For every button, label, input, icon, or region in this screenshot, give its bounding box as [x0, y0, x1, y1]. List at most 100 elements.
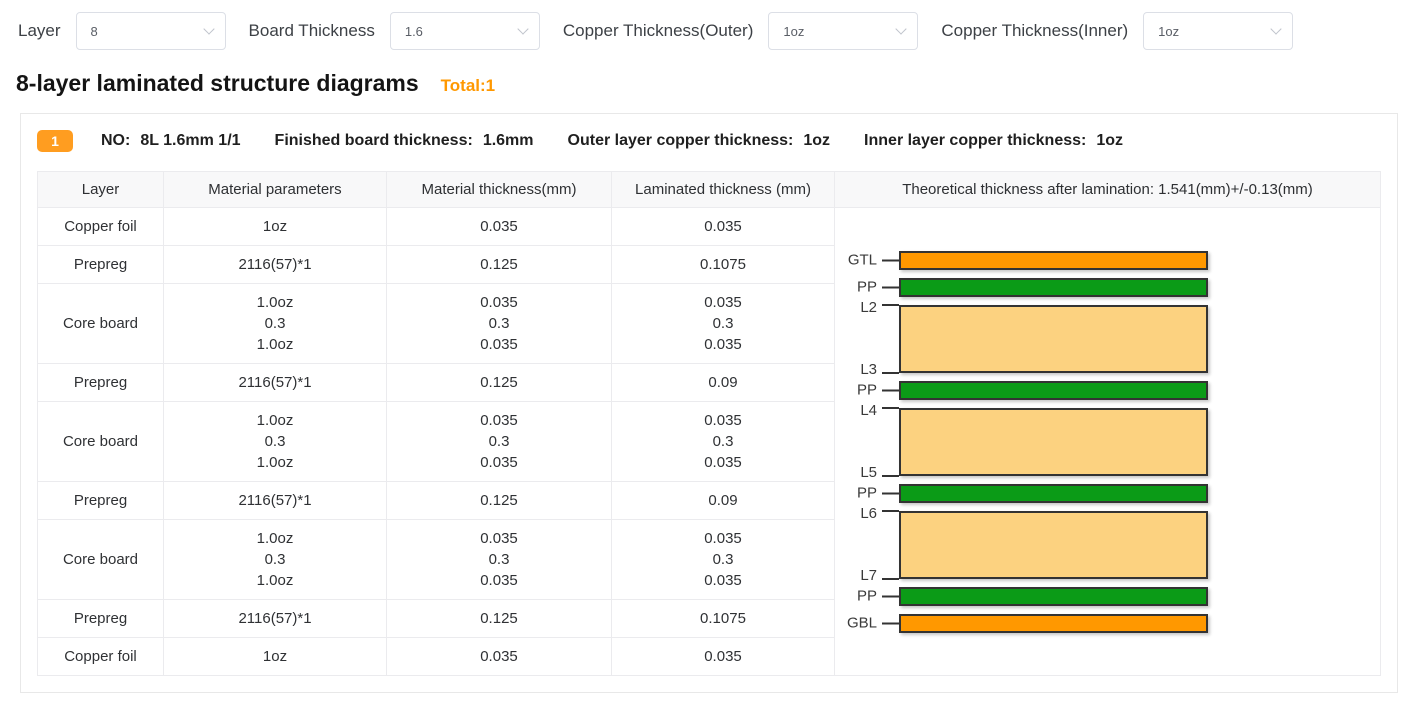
cell-laminated: 0.035 0.3 0.035 [611, 401, 835, 482]
stackup-label-area: GTL [837, 251, 899, 270]
cell-line: 0.035 [704, 572, 742, 589]
core-bar [899, 510, 1208, 579]
cell-line: 0.035 [704, 648, 742, 665]
prepreg-bar [899, 586, 1208, 606]
cell-layer: Prepreg [37, 245, 164, 284]
cell-line: 0.035 [704, 218, 742, 235]
cell-line: 0.035 [480, 454, 518, 471]
cell-params: 2116(57)*1 [163, 599, 387, 638]
filter-group-copper-thickness-inner: Copper Thickness(Inner) 1oz [941, 12, 1294, 50]
stackup-layer-row: GBL [837, 613, 1380, 633]
card-header-value: 8L 1.6mm 1/1 [140, 132, 241, 149]
chevron-down-icon [895, 23, 908, 35]
cell-params: 1oz [163, 637, 387, 676]
cell-params: 2116(57)*1 [163, 481, 387, 520]
cell-line: 1.0oz [256, 572, 294, 589]
stackup-layer-row: PP [837, 586, 1380, 606]
cell-line: 0.035 [480, 218, 518, 235]
cell-line: 1oz [262, 218, 288, 235]
cell-params: 1.0oz 0.3 1.0oz [163, 283, 387, 364]
cell-line: 0.035 [704, 294, 742, 311]
layer-label: GBL [846, 614, 877, 632]
label-connector-line [882, 286, 899, 288]
chevron-down-icon [1270, 23, 1282, 35]
card-header: 1 NO: 8L 1.6mm 1/1 Finished board thicknes… [21, 114, 1397, 152]
cell-line: 0.09 [708, 492, 738, 509]
filter-group-copper-thickness-outer: Copper Thickness(Outer) 1oz [563, 12, 919, 50]
layer-label-unit: L6 [860, 505, 899, 522]
cell-line: 0.3 [264, 315, 286, 332]
cell-line: 0.035 [704, 336, 742, 353]
filter-label-copper-thickness-outer: Copper Thickness(Outer) [562, 21, 754, 40]
cell-params: 1.0oz 0.3 1.0oz [163, 519, 387, 600]
cell-line: 1.0oz [256, 294, 294, 311]
cell-line: 0.3 [488, 315, 510, 332]
cell-line: 0.3 [712, 551, 734, 568]
select-copper-thickness-outer[interactable]: 1oz [768, 12, 919, 50]
label-connector-line [882, 474, 899, 477]
title-row: 8-layer laminated structure diagrams Tot… [0, 60, 1418, 97]
cell-line: 1.0oz [256, 454, 294, 471]
select-layer[interactable]: 8 [75, 12, 226, 50]
label-connector-line [882, 509, 899, 512]
cell-material: 0.125 [386, 599, 612, 638]
label-connector-line [882, 622, 899, 624]
stackup-layer-row: PP [837, 483, 1380, 503]
page-title: 8-layer laminated structure diagrams [16, 70, 419, 96]
card-header-item-outer-layer-copper-thickness: Outer layer copper thickness: 1oz [568, 132, 831, 150]
cell-material: 0.035 0.3 0.035 [386, 283, 612, 364]
stackup-layer-row: GTL [837, 250, 1380, 270]
cell-line: 0.125 [480, 610, 518, 627]
layer-label-unit: L5 [860, 464, 899, 481]
label-connector-line [882, 303, 899, 306]
select-copper-thickness-inner[interactable]: 1oz [1143, 12, 1294, 50]
select-value: 1.6 [404, 23, 423, 39]
cell-line: 0.3 [488, 551, 510, 568]
layer-label-unit: L2 [860, 299, 899, 316]
card-header-label: Outer layer copper thickness: [567, 132, 794, 149]
stackup-label-area: L2 L3 [837, 299, 899, 378]
stackup-layer-row: L6 L7 [837, 505, 1380, 584]
stackup-layer-row: L4 L5 [837, 402, 1380, 481]
card-header-label: Inner layer copper thickness: [864, 132, 1087, 149]
cell-laminated: 0.035 [611, 207, 835, 246]
cell-line: 0.3 [264, 551, 286, 568]
layer-label: PP [856, 484, 877, 502]
label-connector-line [882, 492, 899, 494]
cell-line: 0.3 [488, 433, 510, 450]
cell-line: 1oz [262, 648, 288, 665]
label-connector-line [882, 389, 899, 391]
select-board-thickness[interactable]: 1.6 [389, 12, 540, 50]
cell-line: 2116(57)*1 [238, 610, 312, 627]
cell-material: 0.125 [386, 245, 612, 284]
cell-line: 0.125 [480, 256, 518, 273]
cell-laminated: 0.035 0.3 0.035 [611, 519, 835, 600]
col-header-material-thickness-mm: Material thickness(mm) [386, 171, 612, 208]
cell-layer: Prepreg [37, 481, 164, 520]
cell-line: 0.1075 [700, 610, 746, 627]
stackup-layer-row: L2 L3 [837, 299, 1380, 378]
stackup-label-area: PP [837, 278, 899, 297]
label-connector-line [882, 259, 899, 261]
cell-line: 0.125 [480, 374, 518, 391]
cell-line: 2116(57)*1 [238, 492, 312, 509]
filter-group-layer: Layer 8 [18, 12, 226, 50]
cell-line: 0.3 [712, 433, 734, 450]
cell-material: 0.035 0.3 0.035 [386, 519, 612, 600]
table-row: Copper foil 1oz 0.035 0.035 [37, 637, 1381, 676]
cell-material: 0.035 [386, 207, 612, 246]
cell-material: 0.035 0.3 0.035 [386, 401, 612, 482]
prepreg-bar [899, 380, 1208, 400]
prepreg-bar [899, 483, 1208, 503]
filter-label-layer: Layer [18, 21, 61, 40]
cell-line: 0.125 [480, 492, 518, 509]
layer-label: PP [856, 278, 877, 296]
lamination-table: Layer Material parameters Material thickne… [37, 171, 1381, 676]
layer-label-unit: PP [857, 485, 899, 502]
cell-line: 0.3 [712, 315, 734, 332]
cell-layer: Copper foil [37, 207, 164, 246]
card-header-value: 1oz [803, 132, 831, 149]
cell-material: 0.125 [386, 481, 612, 520]
table-row: Prepreg 2116(57)*1 0.125 0.09 [37, 363, 1381, 402]
